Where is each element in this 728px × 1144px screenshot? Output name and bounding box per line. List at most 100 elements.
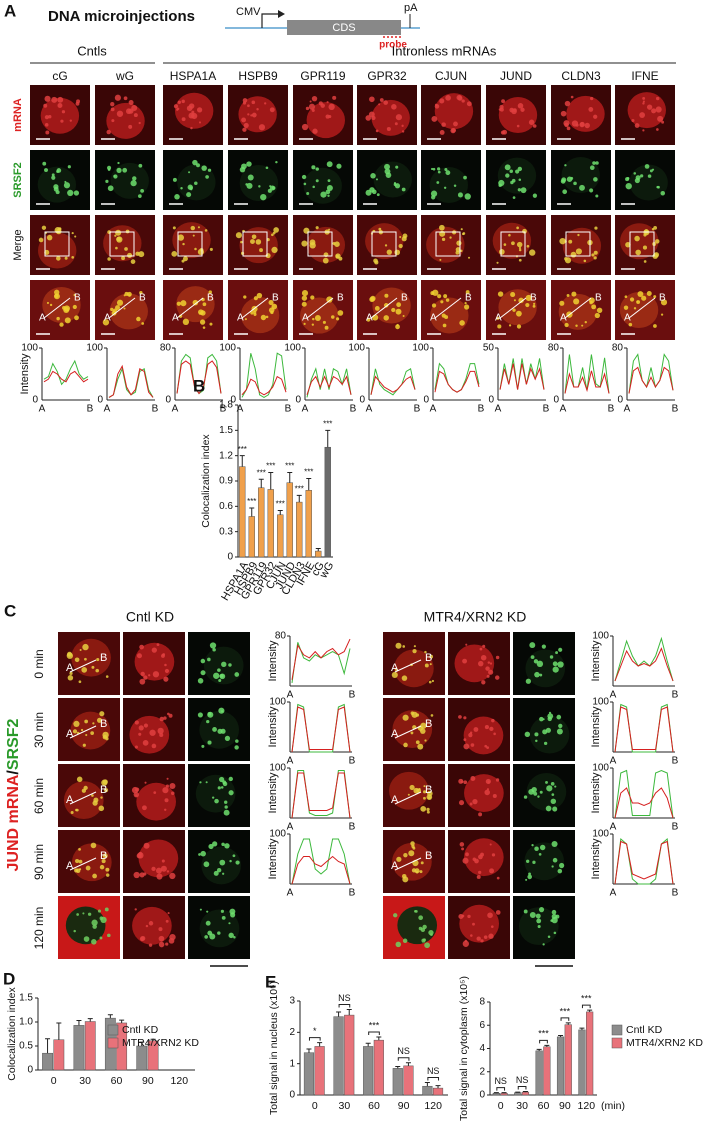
speckle bbox=[130, 259, 136, 264]
speckle bbox=[82, 643, 89, 651]
speckle bbox=[173, 104, 179, 109]
speckle bbox=[247, 104, 250, 108]
speckle bbox=[564, 257, 572, 264]
speckle bbox=[508, 324, 512, 327]
speckle bbox=[200, 658, 206, 664]
speckle bbox=[143, 872, 147, 876]
y-tick-label: 50 bbox=[483, 343, 495, 354]
speckle bbox=[197, 226, 200, 229]
speckle bbox=[207, 168, 212, 172]
speckle bbox=[197, 678, 204, 684]
point-label: A bbox=[624, 404, 631, 415]
speckle bbox=[628, 322, 633, 327]
speckle bbox=[125, 108, 132, 115]
speckle bbox=[465, 643, 468, 646]
speckle bbox=[478, 870, 482, 875]
speckle bbox=[640, 174, 644, 178]
speckle bbox=[437, 170, 441, 174]
speckle bbox=[368, 111, 375, 118]
speckle bbox=[258, 124, 266, 131]
point-label: B bbox=[285, 404, 292, 415]
speckle bbox=[139, 644, 144, 650]
speckle bbox=[314, 314, 321, 321]
speckle bbox=[56, 316, 60, 321]
x-tick-label: 30 bbox=[516, 1100, 528, 1112]
speckle bbox=[57, 96, 64, 103]
speckle bbox=[375, 178, 378, 181]
speckle bbox=[192, 159, 198, 166]
speckle bbox=[539, 673, 543, 677]
speckle bbox=[464, 301, 467, 305]
speckle bbox=[303, 322, 306, 326]
speckle bbox=[402, 938, 408, 944]
error-bar bbox=[376, 1036, 382, 1041]
speckle bbox=[75, 868, 81, 873]
speckle bbox=[84, 657, 87, 661]
speckle bbox=[209, 322, 213, 326]
point-label: A bbox=[237, 404, 244, 415]
speckle bbox=[420, 806, 427, 812]
speckle bbox=[334, 241, 340, 248]
speckle bbox=[133, 113, 138, 118]
speckle bbox=[207, 657, 211, 662]
speckle bbox=[309, 242, 316, 249]
point-label: A bbox=[610, 822, 617, 833]
speckle bbox=[489, 662, 493, 665]
speckle bbox=[501, 99, 506, 104]
y-tick-label: 100 bbox=[284, 343, 301, 354]
speckle bbox=[393, 182, 397, 185]
green-profile bbox=[564, 354, 610, 394]
speckle bbox=[331, 315, 335, 319]
bracket bbox=[308, 1037, 321, 1041]
speckle bbox=[219, 673, 226, 680]
speckle bbox=[42, 161, 47, 166]
speckle bbox=[472, 857, 477, 862]
point-label: B bbox=[350, 404, 357, 415]
error-bar bbox=[249, 507, 255, 517]
speckle bbox=[394, 183, 401, 189]
speckle bbox=[489, 843, 492, 846]
error-bar bbox=[317, 1042, 323, 1047]
speckle bbox=[265, 166, 269, 170]
point-label: B bbox=[139, 293, 146, 304]
speckle bbox=[144, 781, 147, 784]
speckle bbox=[242, 127, 247, 132]
speckle bbox=[470, 775, 476, 781]
speckle bbox=[169, 782, 176, 790]
error-bar bbox=[76, 1020, 82, 1026]
speckle bbox=[440, 300, 444, 304]
speckle bbox=[44, 123, 49, 127]
legend-swatch bbox=[611, 1037, 623, 1049]
speckle bbox=[458, 778, 464, 784]
speckle bbox=[54, 293, 60, 300]
speckle bbox=[171, 250, 178, 257]
speckle bbox=[539, 716, 544, 722]
speckle bbox=[264, 102, 267, 105]
speckle bbox=[136, 653, 143, 659]
line-scan bbox=[176, 297, 204, 319]
speckle bbox=[76, 913, 80, 916]
point-label: B bbox=[337, 293, 344, 304]
speckle bbox=[101, 779, 108, 786]
speckle bbox=[566, 176, 573, 182]
speckle bbox=[165, 784, 169, 788]
speckle bbox=[391, 307, 396, 313]
speckle bbox=[311, 165, 316, 170]
error-bar bbox=[435, 1085, 441, 1089]
speckle bbox=[128, 100, 134, 106]
speckle bbox=[301, 301, 307, 307]
speckle bbox=[43, 103, 48, 108]
error-bar bbox=[536, 1048, 542, 1051]
speckle bbox=[409, 784, 415, 791]
point-label: A bbox=[430, 313, 437, 324]
speckle bbox=[637, 291, 644, 298]
speckle bbox=[594, 312, 601, 319]
speckle bbox=[661, 120, 665, 124]
speckle bbox=[462, 857, 469, 864]
bar bbox=[42, 1052, 53, 1071]
point-label: A bbox=[560, 313, 567, 324]
speckle bbox=[145, 924, 149, 928]
speckle bbox=[91, 665, 95, 669]
speckle bbox=[566, 294, 570, 297]
nucleus bbox=[38, 232, 77, 269]
